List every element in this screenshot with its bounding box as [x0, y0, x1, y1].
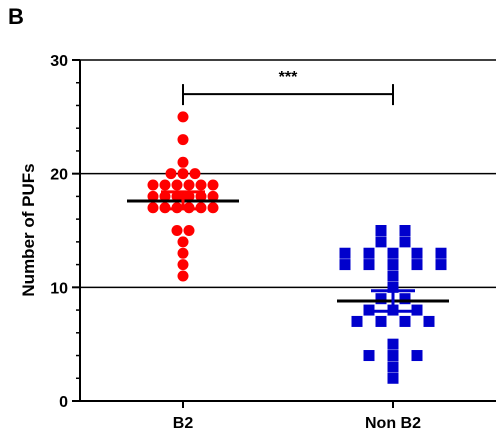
data-point-nonb2-2: [375, 236, 387, 248]
y-tick-label-10: 10: [50, 280, 68, 297]
data-point-b2-13: [159, 190, 171, 202]
data-point-b2-12: [147, 190, 159, 202]
data-point-b2-2: [177, 156, 189, 168]
data-point-b2-17: [207, 190, 219, 202]
data-point-nonb2-15: [387, 281, 399, 293]
significance-annotation: ***: [182, 69, 394, 106]
data-point-nonb2-14: [387, 270, 399, 282]
data-point-b2-1: [177, 134, 189, 146]
y-axis-label: Number of PUFs: [19, 163, 38, 296]
data-point-nonb2-6: [387, 247, 399, 259]
data-point-nonb2-22: [375, 315, 387, 327]
data-point-nonb2-8: [435, 247, 447, 259]
data-point-nonb2-23: [399, 315, 411, 327]
x-tick-label-Non B2: Non B2: [365, 415, 421, 432]
data-point-b2-11: [207, 179, 219, 191]
data-point-b2-27: [177, 247, 189, 259]
data-point-nonb2-26: [363, 350, 375, 362]
axes: 0 10 20 30 B2 Non B2: [50, 53, 496, 432]
data-point-nonb2-17: [399, 293, 411, 305]
data-point-b2-10: [195, 179, 207, 191]
data-point-nonb2-3: [399, 236, 411, 248]
data-point-nonb2-25: [387, 338, 399, 350]
data-point-nonb2-5: [363, 247, 375, 259]
data-point-nonb2-18: [363, 304, 375, 316]
data-point-b2-26: [177, 236, 189, 248]
data-points: [147, 111, 447, 384]
significance-label: ***: [279, 69, 298, 86]
panel-label: B: [8, 4, 24, 29]
data-point-b2-15: [183, 190, 195, 202]
y-tick-label-0: 0: [59, 394, 68, 411]
data-point-b2-4: [177, 168, 189, 180]
data-point-nonb2-27: [387, 350, 399, 362]
data-point-nonb2-11: [387, 259, 399, 271]
data-point-b2-25: [183, 225, 195, 236]
data-point-nonb2-4: [339, 247, 351, 259]
data-point-b2-16: [195, 190, 207, 202]
data-point-nonb2-10: [363, 259, 375, 271]
data-point-b2-24: [171, 225, 183, 236]
data-point-b2-14: [171, 190, 183, 202]
data-point-nonb2-13: [435, 259, 447, 271]
data-point-b2-6: [147, 179, 159, 191]
data-point-b2-23: [207, 202, 219, 214]
data-point-nonb2-7: [411, 247, 423, 259]
gridlines: [80, 59, 496, 289]
data-point-nonb2-20: [411, 304, 423, 316]
x-tick-label-B2: B2: [173, 415, 194, 432]
data-point-nonb2-16: [375, 293, 387, 305]
data-point-b2-8: [171, 179, 183, 191]
data-point-nonb2-9: [339, 259, 351, 271]
data-point-nonb2-29: [387, 361, 399, 373]
data-point-b2-7: [159, 179, 171, 191]
data-point-b2-3: [165, 168, 177, 180]
data-point-nonb2-30: [387, 372, 399, 384]
y-tick-label-30: 30: [50, 53, 68, 70]
data-point-b2-29: [177, 270, 189, 282]
data-point-b2-5: [189, 168, 201, 180]
data-point-nonb2-1: [399, 225, 411, 236]
data-point-nonb2-24: [423, 315, 435, 327]
data-point-nonb2-28: [411, 350, 423, 362]
data-point-nonb2-21: [351, 315, 363, 327]
mean-sem-bars: [127, 190, 449, 313]
data-point-nonb2-12: [411, 259, 423, 271]
data-point-b2-18: [147, 202, 159, 214]
data-point-b2-9: [183, 179, 195, 191]
data-point-b2-0: [177, 111, 189, 123]
data-point-b2-28: [177, 259, 189, 271]
data-point-nonb2-0: [375, 225, 387, 236]
y-tick-label-20: 20: [50, 167, 68, 184]
